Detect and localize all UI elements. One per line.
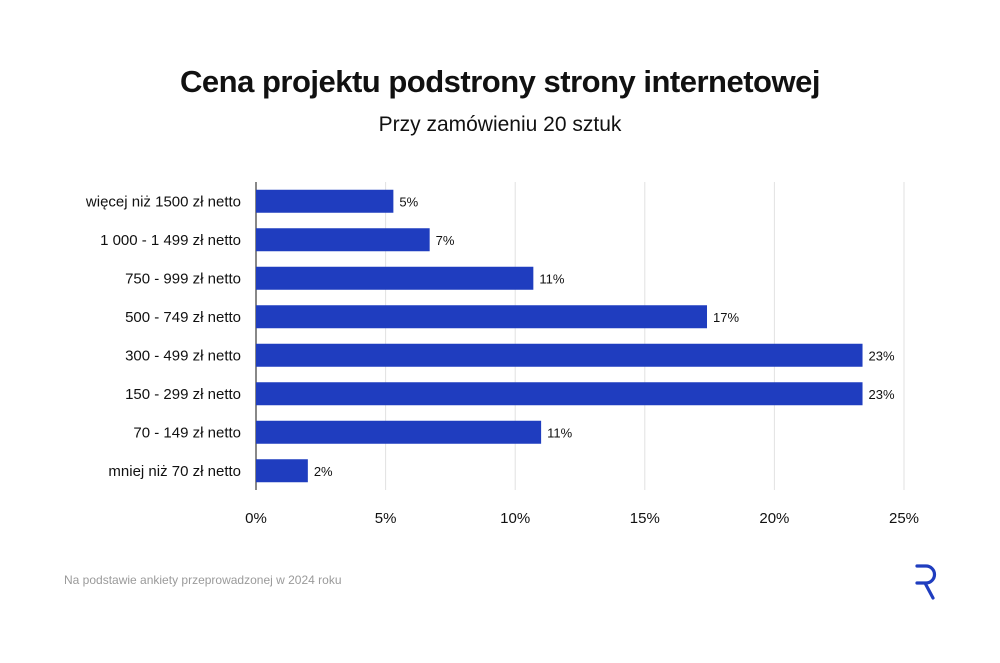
category-label: 500 - 749 zł netto (125, 309, 241, 326)
x-tick-label: 15% (630, 510, 660, 527)
bar (256, 189, 394, 213)
chart-subtitle: Przy zamówieniu 20 sztuk (378, 113, 622, 136)
category-label: 70 - 149 zł netto (133, 424, 241, 441)
source-note: Na podstawie ankiety przeprowadzonej w 2… (64, 573, 342, 587)
bar (256, 228, 430, 252)
data-label: 17% (713, 310, 739, 325)
x-tick-label: 0% (245, 510, 267, 527)
category-label: więcej niż 1500 zł netto (85, 193, 241, 210)
category-label: 1 000 - 1 499 zł netto (100, 232, 241, 249)
bar (256, 382, 863, 406)
data-label: 11% (547, 425, 572, 440)
data-label: 23% (869, 348, 895, 363)
bar (256, 343, 863, 367)
data-label: 2% (314, 464, 333, 479)
x-tick-label: 10% (500, 510, 530, 527)
category-label: 150 - 299 zł netto (125, 386, 241, 403)
r-logo-icon (912, 562, 940, 607)
data-label: 5% (399, 194, 418, 209)
category-label: 750 - 999 zł netto (125, 270, 241, 287)
x-tick-label: 20% (759, 510, 789, 527)
bar (256, 266, 534, 290)
category-label: 300 - 499 zł netto (125, 347, 241, 364)
data-label: 7% (436, 233, 455, 248)
category-label: mniej niż 70 zł netto (108, 463, 241, 480)
bar (256, 459, 308, 483)
x-tick-label: 25% (889, 510, 919, 527)
bar (256, 305, 708, 329)
chart-title: Cena projektu podstrony strony interneto… (180, 64, 820, 99)
x-tick-label: 5% (375, 510, 397, 527)
data-label: 11% (539, 271, 564, 286)
bar (256, 420, 542, 444)
data-label: 23% (869, 387, 895, 402)
